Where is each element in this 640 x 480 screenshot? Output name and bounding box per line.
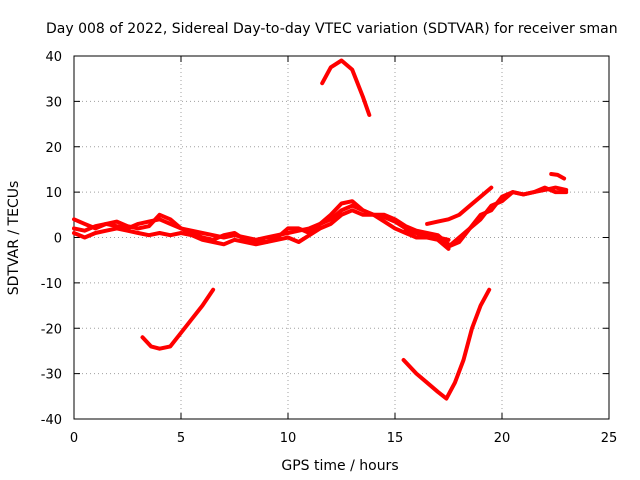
x-tick-label: 20 bbox=[494, 431, 511, 446]
ticks: 0 5 10 15 20 25 -40 -30 -20 -10 0 10 20 30 40 bbox=[41, 50, 618, 446]
series-trace-5 bbox=[425, 185, 494, 226]
x-tick-label: 15 bbox=[387, 431, 404, 446]
grid bbox=[74, 56, 609, 419]
series-group bbox=[72, 58, 569, 401]
x-tick-label: 5 bbox=[177, 431, 185, 446]
y-tick-label: -20 bbox=[41, 322, 62, 337]
series-trace-1 bbox=[72, 203, 451, 242]
series-trace-3 bbox=[72, 208, 451, 251]
y-tick-label: 30 bbox=[45, 95, 62, 110]
y-axis-title: SDTVAR / TECUs bbox=[6, 181, 22, 296]
x-tick-label: 25 bbox=[601, 431, 618, 446]
series-trace-9 bbox=[320, 58, 372, 117]
y-tick-label: 0 bbox=[54, 232, 62, 247]
series-trace-7 bbox=[549, 172, 567, 181]
x-tick-label: 0 bbox=[70, 431, 78, 446]
y-tick-label: 20 bbox=[45, 141, 62, 156]
y-tick-label: -40 bbox=[41, 413, 62, 428]
chart-title: Day 008 of 2022, Sidereal Day-to-day VTE… bbox=[46, 21, 618, 37]
series-trace-6 bbox=[446, 185, 569, 249]
series-trace-10 bbox=[401, 287, 492, 401]
x-tick-label: 10 bbox=[280, 431, 297, 446]
y-tick-label: -10 bbox=[41, 277, 62, 292]
series-trace-8 bbox=[140, 287, 216, 351]
y-tick-label: -30 bbox=[41, 368, 62, 383]
x-axis-title: GPS time / hours bbox=[281, 458, 398, 474]
y-tick-label: 40 bbox=[45, 50, 62, 65]
y-tick-label: 10 bbox=[45, 186, 62, 201]
